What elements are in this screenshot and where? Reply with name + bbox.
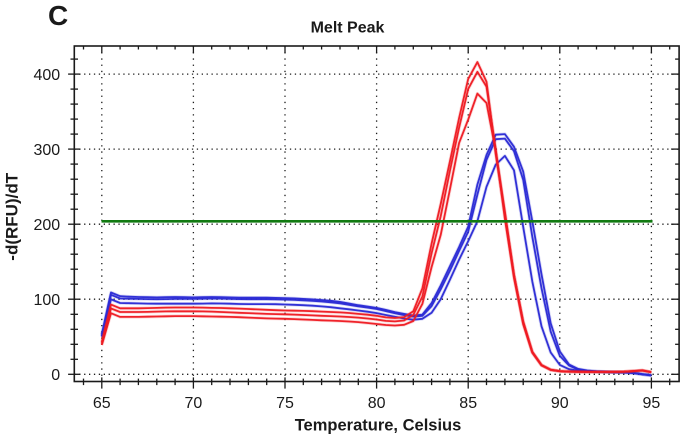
svg-text:95: 95 xyxy=(643,395,661,412)
svg-text:300: 300 xyxy=(33,142,60,159)
svg-text:C: C xyxy=(48,0,68,31)
svg-text:400: 400 xyxy=(33,67,60,84)
svg-text:-d(RFU)/dT: -d(RFU)/dT xyxy=(3,172,22,260)
svg-text:85: 85 xyxy=(459,395,477,412)
svg-text:70: 70 xyxy=(185,395,203,412)
svg-text:80: 80 xyxy=(368,395,386,412)
svg-text:Melt Peak: Melt Peak xyxy=(311,20,385,37)
svg-text:200: 200 xyxy=(33,217,60,234)
svg-text:75: 75 xyxy=(276,395,294,412)
svg-text:100: 100 xyxy=(33,292,60,309)
svg-text:90: 90 xyxy=(551,395,569,412)
svg-text:65: 65 xyxy=(93,395,111,412)
svg-text:0: 0 xyxy=(51,367,60,384)
svg-text:Temperature, Celsius: Temperature, Celsius xyxy=(295,416,462,434)
